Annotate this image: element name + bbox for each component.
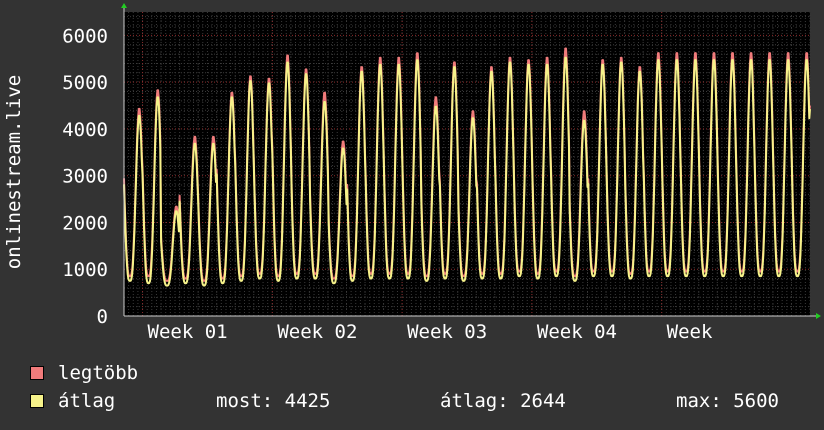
x-tick-label: Week 01 xyxy=(148,321,228,343)
y-tick-label: 1000 xyxy=(62,259,108,281)
y-tick-label: 3000 xyxy=(62,166,108,188)
y-tick-label: 4000 xyxy=(62,119,108,141)
legend-swatch-avg xyxy=(30,394,44,408)
traffic-chart: 0 1000 2000 3000 4000 5000 6000 Week 01 Week 02… xyxy=(3,3,821,343)
legend-item-max: legtöbb xyxy=(30,362,138,384)
y-tick-labels: 0 1000 2000 3000 4000 5000 6000 xyxy=(62,25,108,328)
y-tick-label: 6000 xyxy=(62,25,108,47)
x-tick-label: Week 02 xyxy=(277,321,357,343)
x-tick-labels: Week 01 Week 02 Week 03 Week 04 Week xyxy=(148,321,713,343)
y-axis-label: onlinestream.live xyxy=(3,75,25,269)
y-tick-label: 5000 xyxy=(62,72,108,94)
y-tick-label: 2000 xyxy=(62,212,108,234)
stat-maximum: max: 5600 xyxy=(676,390,779,412)
legend-item-avg: átlag xyxy=(30,390,115,412)
x-tick-label: Week xyxy=(667,321,713,343)
stat-average: átlag: 2644 xyxy=(440,390,566,412)
y-tick-label: 0 xyxy=(97,306,108,328)
legend-label-max: legtöbb xyxy=(58,362,139,384)
y-axis-arrow xyxy=(121,3,127,8)
x-tick-label: Week 03 xyxy=(407,321,487,343)
x-axis-arrow xyxy=(816,313,821,319)
minor-grid xyxy=(123,12,811,316)
series-layer xyxy=(123,47,811,287)
series-line-avg xyxy=(123,56,811,287)
legend-label-avg: átlag xyxy=(58,390,116,412)
stat-current: most: 4425 xyxy=(216,390,331,412)
legend-swatch-max xyxy=(30,366,44,380)
x-tick-label: Week 04 xyxy=(537,321,617,343)
axes xyxy=(121,3,821,319)
